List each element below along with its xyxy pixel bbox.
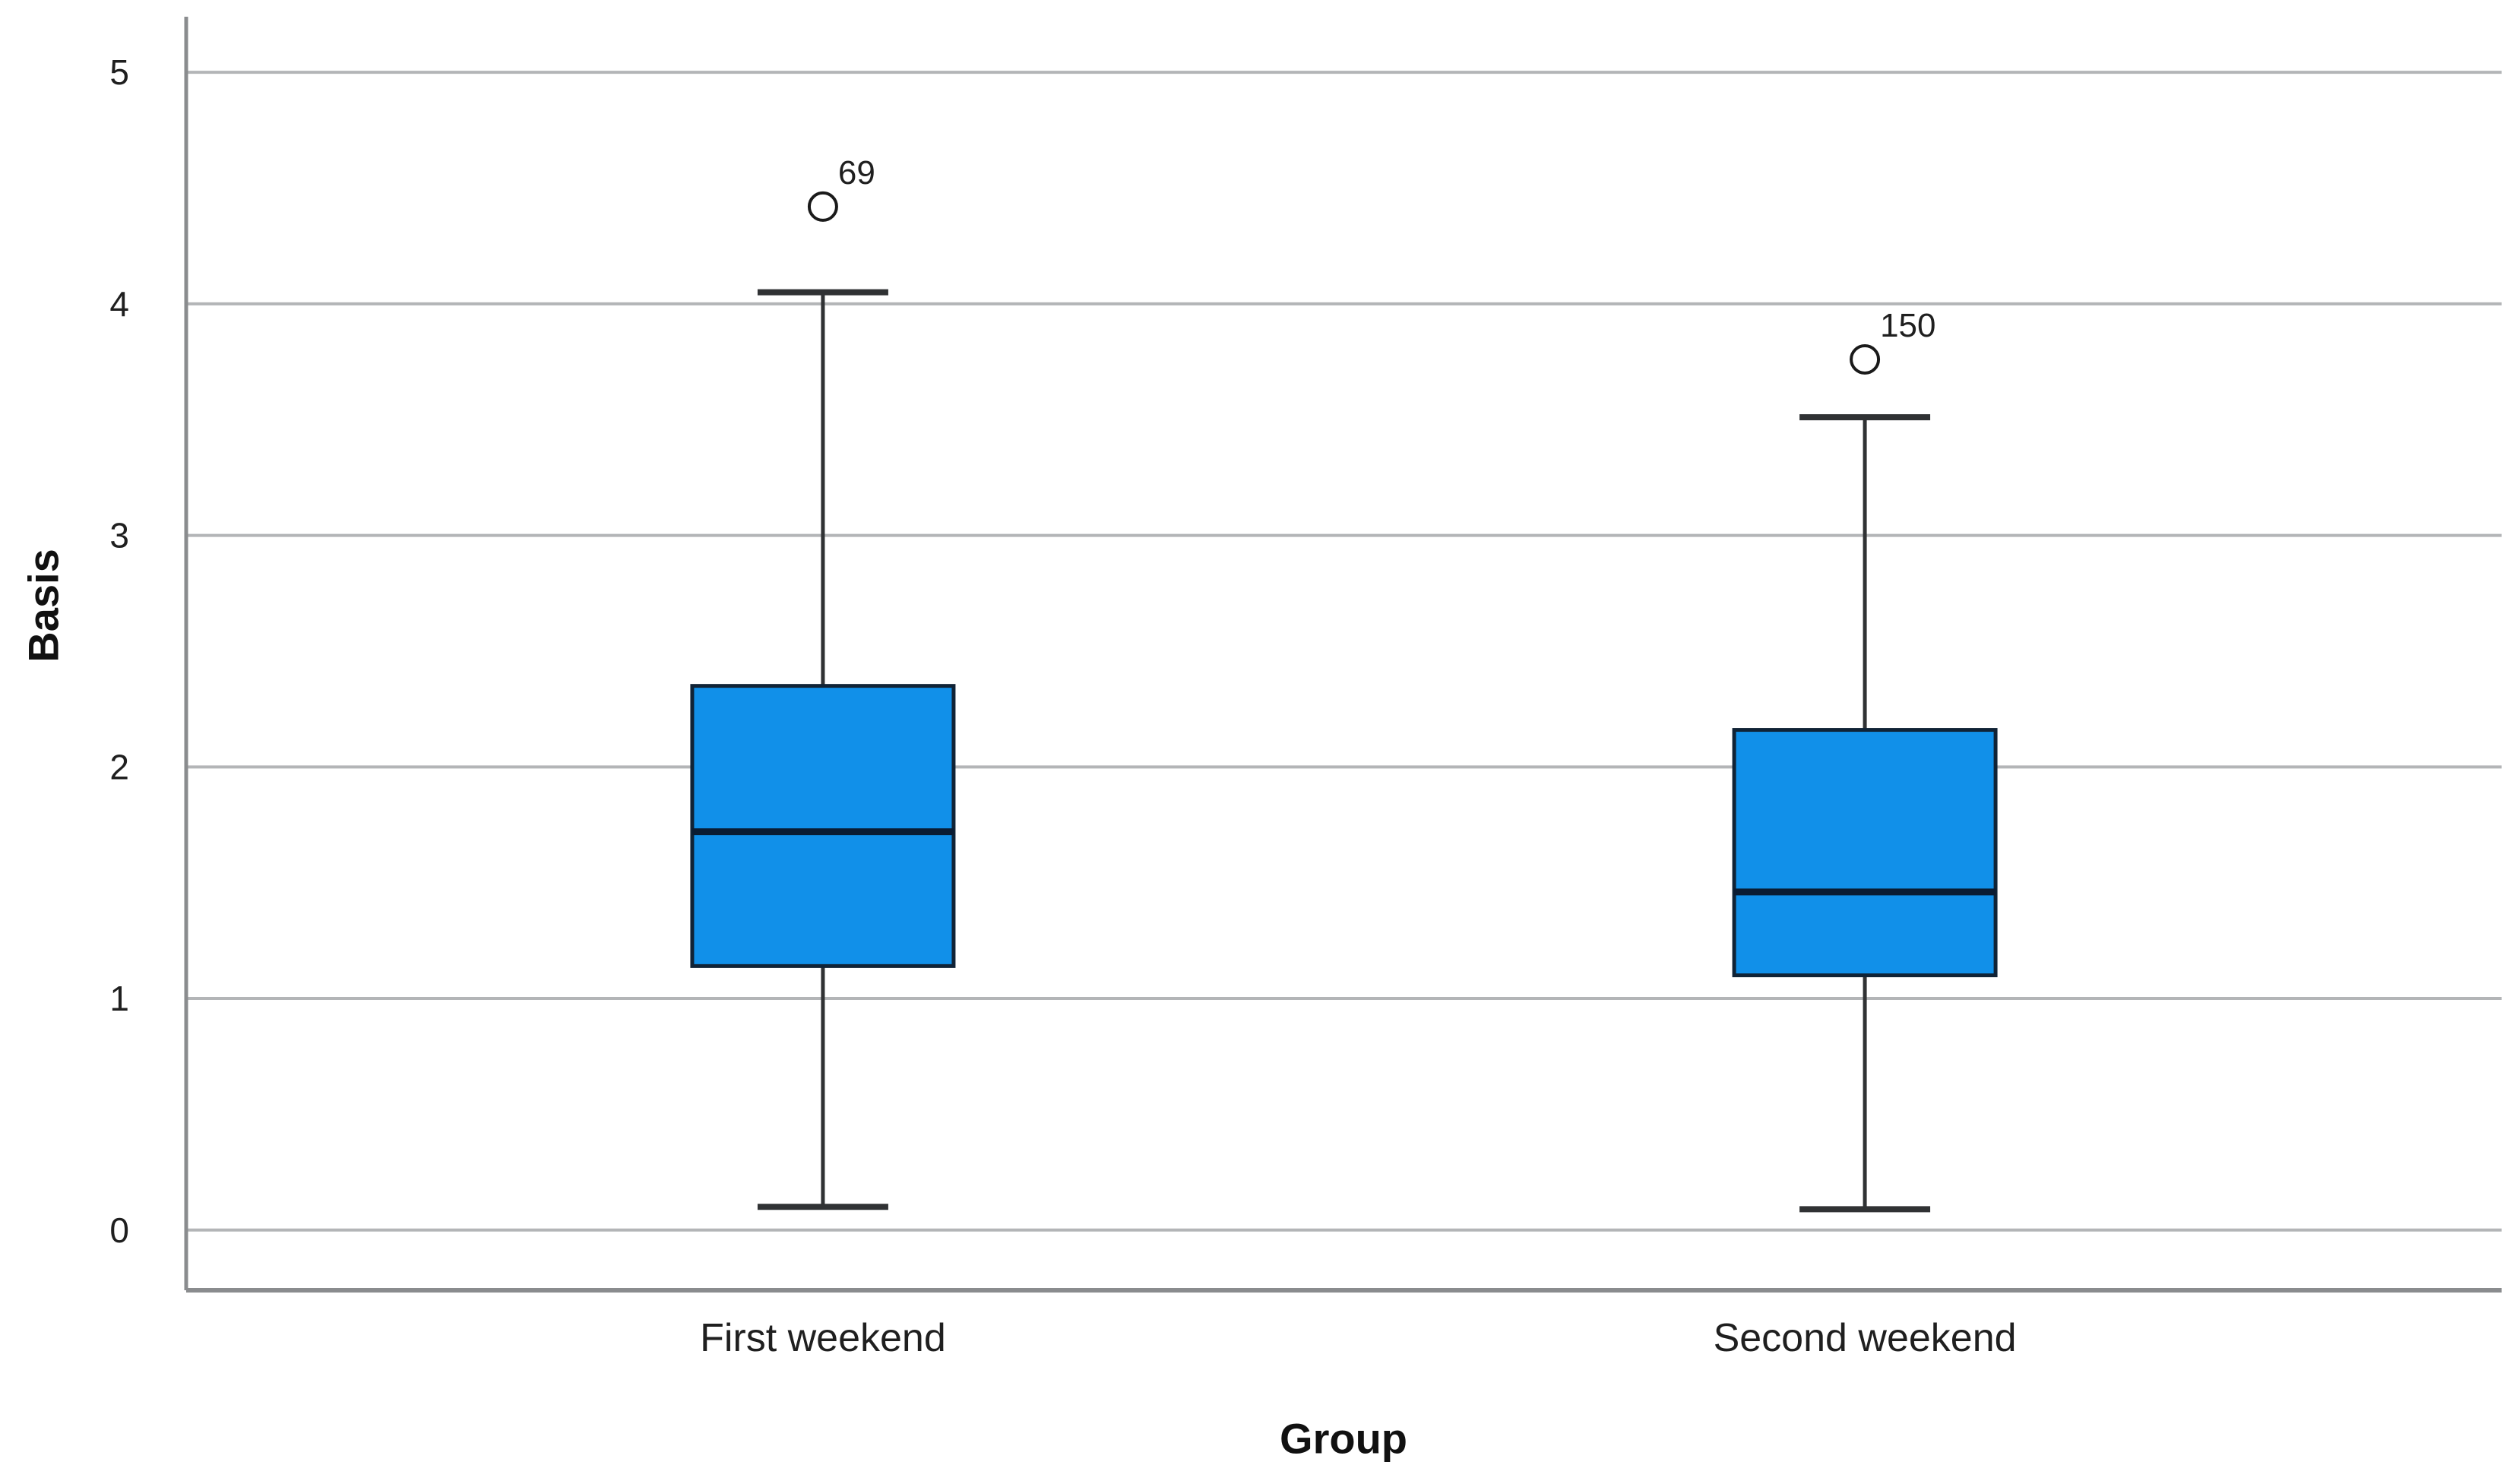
iqr-box-1 (1732, 728, 1998, 978)
y-axis-title: Basis (19, 549, 68, 663)
iqr-box-0 (690, 684, 956, 968)
y-tick-label-5: 5 (109, 52, 129, 92)
outlier-label-0: 69 (838, 154, 875, 191)
y-tick-label-1: 1 (109, 979, 129, 1018)
y-tick-label-0: 0 (109, 1210, 129, 1250)
y-tick-label-4: 4 (109, 284, 129, 324)
y-tick-label-3: 3 (109, 516, 129, 555)
outlier-marker-1 (1850, 343, 1881, 375)
outlier-label-1: 150 (1880, 307, 1935, 344)
x-category-label-1: Second weekend (1714, 1316, 2017, 1360)
x-axis-title: Group (1280, 1414, 1407, 1463)
outlier-marker-0 (807, 191, 838, 222)
y-tick-label-2: 2 (109, 747, 129, 786)
x-category-label-0: First weekend (700, 1316, 946, 1360)
